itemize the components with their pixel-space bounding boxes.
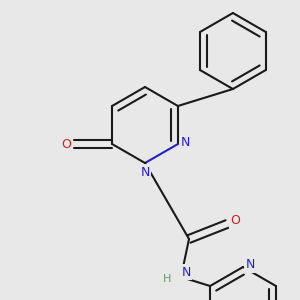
Text: N: N	[181, 136, 190, 148]
Text: N: N	[245, 259, 255, 272]
Text: H: H	[163, 274, 171, 284]
Text: O: O	[230, 214, 240, 227]
Text: N: N	[181, 266, 191, 278]
Text: N: N	[140, 166, 150, 178]
Text: O: O	[61, 137, 71, 151]
